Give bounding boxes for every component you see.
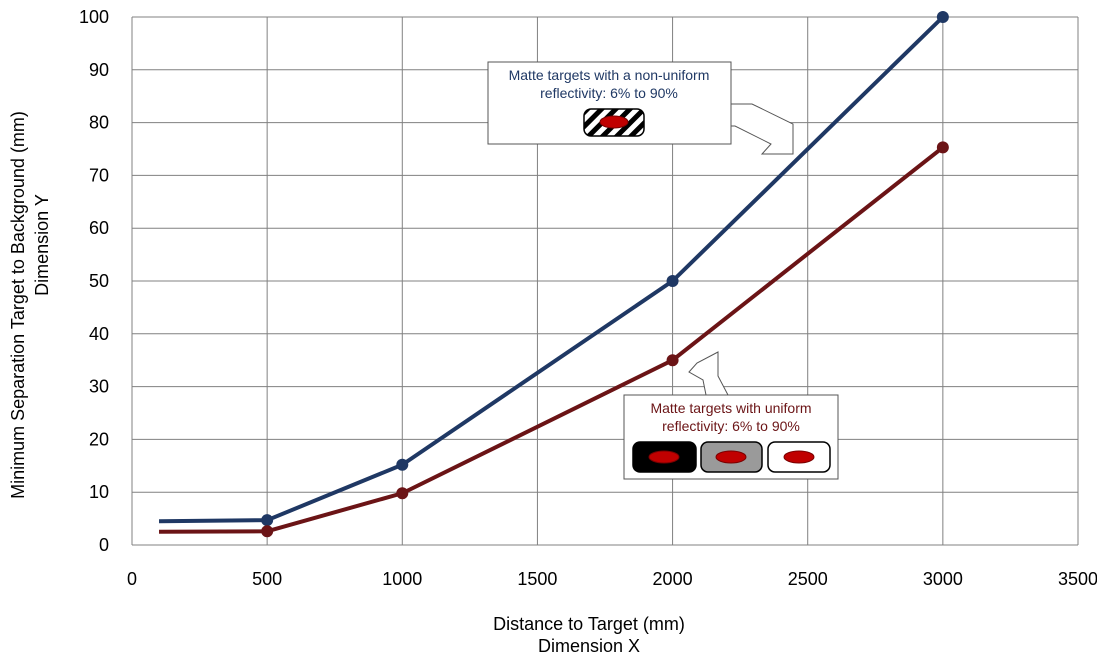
target-dot-icon (715, 450, 747, 464)
x-tick-label: 1500 (517, 569, 557, 589)
target-dot-icon (783, 450, 815, 464)
target-dot-icon (648, 450, 680, 464)
callout-arrow-icon (730, 103, 794, 155)
y-tick-label: 50 (89, 271, 109, 291)
x-tick-label: 2000 (653, 569, 693, 589)
callout-non-uniform-text-2: reflectivity: 6% to 90% (540, 85, 678, 101)
x-axis-sublabel: Dimension X (538, 636, 640, 655)
callout-arrow-icon (688, 351, 729, 396)
y-tick-label: 100 (79, 7, 109, 27)
x-tick-label: 3500 (1058, 569, 1097, 589)
y-tick-label: 60 (89, 218, 109, 238)
y-tick-label: 70 (89, 165, 109, 185)
series-markers (261, 11, 949, 538)
x-tick-label: 2500 (788, 569, 828, 589)
y-axis-sublabel: Dimension Y (32, 194, 52, 296)
x-tick-label: 500 (252, 569, 282, 589)
y-tick-label: 30 (89, 377, 109, 397)
y-tick-label: 0 (99, 535, 109, 555)
y-tick-label: 80 (89, 113, 109, 133)
data-point-uniform (396, 487, 409, 500)
data-point-uniform (261, 525, 274, 538)
y-axis-label: Minimum Separation Target to Background … (8, 111, 28, 499)
data-point-non_uniform (936, 11, 949, 23)
callout-uniform-text-2: reflectivity: 6% to 90% (662, 418, 800, 434)
x-tick-label: 0 (127, 569, 137, 589)
x-tick-label: 1000 (382, 569, 422, 589)
callout-non-uniform: Matte targets with a non-uniform reflect… (487, 61, 794, 155)
y-tick-label: 90 (89, 60, 109, 80)
x-axis-label: Distance to Target (mm) (493, 614, 685, 634)
data-point-uniform (666, 354, 679, 367)
data-point-non_uniform (396, 458, 409, 471)
data-point-non_uniform (261, 514, 274, 527)
data-point-non_uniform (666, 275, 679, 287)
callout-non-uniform-text-1: Matte targets with a non-uniform (509, 67, 710, 83)
data-point-uniform (936, 141, 949, 154)
callout-uniform: Matte targets with uniform reflectivity:… (623, 351, 839, 480)
x-tick-label: 3000 (923, 569, 963, 589)
target-dot-icon (599, 115, 629, 129)
callout-uniform-text-1: Matte targets with uniform (650, 400, 811, 416)
y-tick-label: 10 (89, 482, 109, 502)
tick-labels: 0 500 1000 1500 2000 2500 3000 3500 0 10 20 30 40 50 6… (79, 7, 1097, 589)
y-tick-label: 20 (89, 429, 109, 449)
y-tick-label: 40 (89, 324, 109, 344)
